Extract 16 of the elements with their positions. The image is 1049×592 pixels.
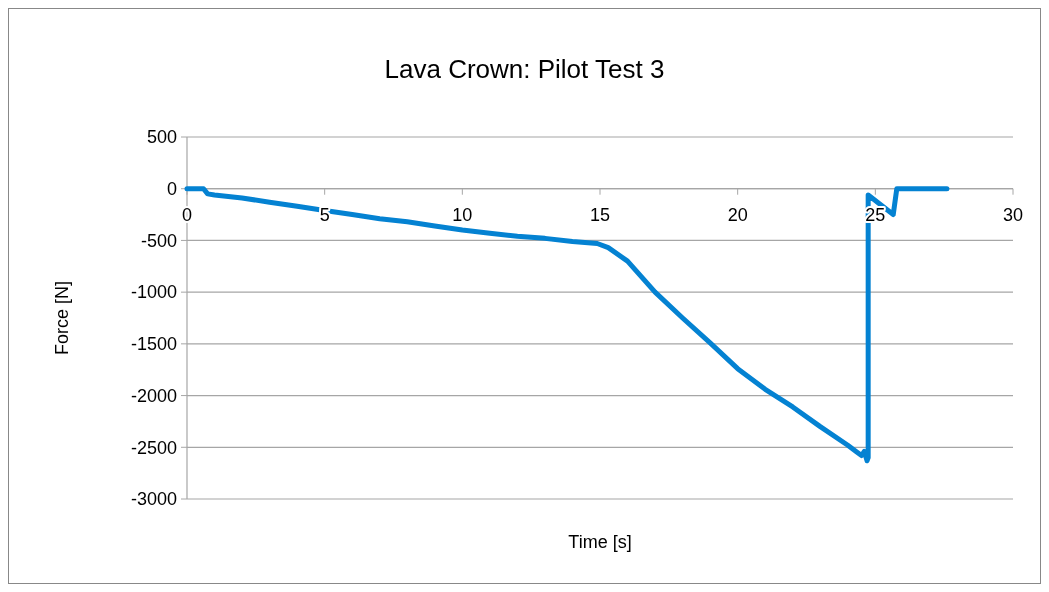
x-tick-label: 30 (1002, 204, 1024, 225)
y-tick-label: -3000 (130, 489, 177, 510)
chart-title: Lava Crown: Pilot Test 3 (384, 54, 665, 84)
y-axis-title: Force [N] (52, 280, 72, 356)
x-tick-label: 20 (727, 204, 748, 225)
x-tick-label: 10 (452, 204, 473, 225)
y-tick-label: -2000 (130, 385, 177, 406)
y-tick-label: -1500 (130, 334, 177, 355)
y-tick-label: -500 (140, 230, 177, 251)
y-tick-label: 500 (146, 127, 177, 148)
x-axis-title: Time [s] (568, 532, 632, 552)
x-tick-label: 0 (181, 204, 193, 225)
y-tick-label: 0 (166, 179, 177, 200)
x-tick-label: 15 (589, 204, 611, 225)
y-tick-label: -2500 (130, 437, 177, 458)
y-tick-label: -1000 (130, 282, 177, 303)
